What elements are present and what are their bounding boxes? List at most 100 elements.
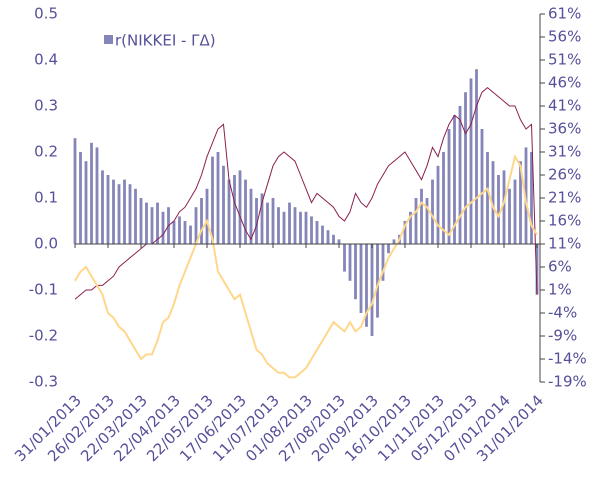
bar [95,147,99,244]
bar [502,170,506,244]
bar [381,244,385,281]
bar [101,170,104,244]
y-tick-label: -0.3 [29,373,58,391]
bar [106,175,110,244]
y2-tick-label: 61% [548,5,581,23]
bar [139,198,143,244]
bar [332,234,335,244]
bar [134,188,137,244]
bar [431,179,434,244]
bar [112,179,115,244]
bar [205,188,209,244]
bar [475,69,478,244]
legend-label: r(NIKKEI - ΓΔ) [115,32,216,50]
bar [453,115,456,244]
line [74,86,538,300]
bar [524,147,528,244]
y2-tick-label: 1% [548,281,572,299]
bar [530,152,533,244]
legend-swatch [104,35,113,44]
bar [84,161,88,244]
y2-tick-label: 46% [548,74,581,92]
bar [249,188,253,244]
bar [211,156,214,244]
bar [326,230,330,244]
bar [90,142,93,244]
bar [447,129,451,244]
bar [425,198,429,244]
bar [343,244,346,272]
bar [117,184,121,244]
bar [348,244,352,281]
bar [519,161,522,244]
y2-tick-label: 16% [548,212,581,230]
bar [365,244,368,327]
bar [145,202,148,244]
y2-tick-label: -4% [548,304,577,322]
bar [376,244,379,318]
bar [293,207,297,244]
bar [282,211,286,244]
bar [409,211,412,244]
bar [387,244,390,254]
bar [299,211,302,244]
bar [392,239,396,244]
bar [194,207,198,244]
y-tick-label: -0.2 [29,327,58,345]
bar [79,152,82,244]
line [74,153,538,379]
y2-tick-label: -19% [548,373,587,391]
y2-tick-label: 31% [548,143,581,161]
bar [370,244,374,336]
bar [227,179,231,244]
bar [255,198,258,244]
bar [469,78,473,245]
bar [178,216,181,244]
bar [497,175,500,244]
bar [128,184,132,244]
y2-tick-label: 56% [548,28,581,46]
y-tick-label: 0.1 [34,189,58,207]
bar [354,244,357,300]
bar [216,152,220,244]
bar [458,106,462,244]
bar [260,193,264,244]
bar [420,188,423,244]
bar [183,221,187,244]
bar [535,244,539,295]
bar [288,202,291,244]
y-tick-label: 0.2 [34,143,58,161]
bar [315,221,319,244]
bar [414,198,418,244]
bar [238,170,242,244]
bar [359,244,363,313]
y2-tick-label: 6% [548,258,572,276]
y2-tick-label: 41% [548,97,581,115]
bar [233,175,236,244]
bar [172,221,176,244]
bar [436,165,440,244]
bar [200,198,203,244]
bar [222,165,225,244]
y2-tick-label: 36% [548,120,581,138]
bar [513,179,517,244]
bar [266,202,269,244]
bar [161,211,165,244]
bar [486,152,489,244]
bar [150,207,154,244]
bar [403,221,407,244]
bar [271,198,275,244]
bar [480,129,484,244]
bar [123,179,126,244]
bar [189,225,192,244]
bar [244,179,247,244]
bar [321,225,324,244]
bar [442,152,445,244]
y-tick-label: 0.4 [34,51,58,69]
y-tick-label: 0.3 [34,97,58,115]
bar [491,161,495,244]
bar [277,207,280,244]
bar [310,216,313,244]
bar [337,239,341,244]
